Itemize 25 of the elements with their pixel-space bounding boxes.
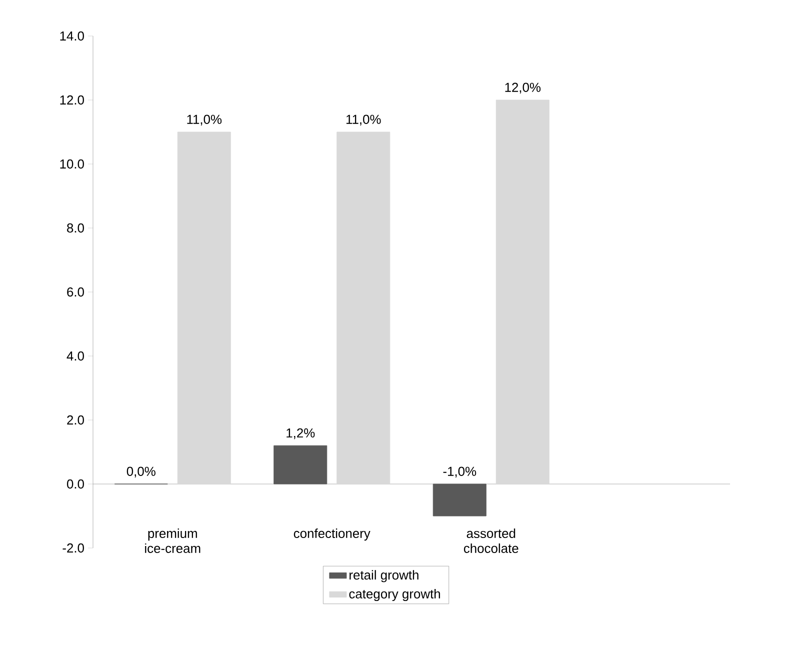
data-label: 1,2% xyxy=(286,428,315,440)
data-label: 12,0% xyxy=(505,82,541,94)
legend-label: retail growth xyxy=(350,570,418,582)
y-tick-label: 8.0 xyxy=(67,223,84,233)
bar xyxy=(274,445,328,484)
x-tick-label: assorted chocolate xyxy=(464,528,518,553)
bar xyxy=(177,132,231,484)
data-label: -1,0% xyxy=(443,466,476,478)
bar xyxy=(336,132,390,484)
y-tick-label: 0.0 xyxy=(66,479,84,489)
legend-label: category growth xyxy=(349,588,440,602)
x-tick-label: premium ice-cream xyxy=(145,528,200,553)
y-tick-label: 6.0 xyxy=(67,287,84,297)
x-tick-label: confectionery xyxy=(294,528,370,541)
bar xyxy=(432,484,486,516)
y-tick-label: 10.0 xyxy=(60,159,84,169)
y-tick-label: 12.0 xyxy=(60,95,84,105)
y-tick-label: -2.0 xyxy=(62,543,84,553)
y-tick-label: 14.0 xyxy=(60,31,84,41)
data-label: 0,0% xyxy=(126,466,156,478)
y-tick-label: 4.0 xyxy=(66,351,84,361)
y-tick-label: 2.0 xyxy=(67,415,84,425)
bar xyxy=(496,100,550,484)
data-label: 11,0% xyxy=(346,114,381,126)
data-label: 11,0% xyxy=(187,114,222,126)
